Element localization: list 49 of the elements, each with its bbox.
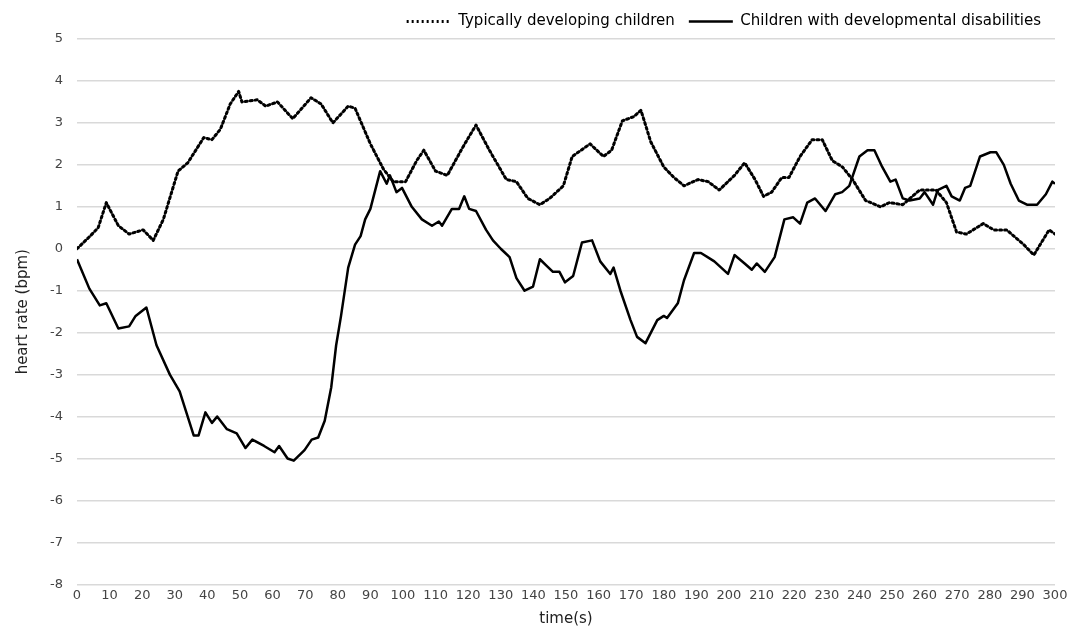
- x-tick-label: 260: [912, 586, 938, 602]
- y-tick-label: 1: [54, 198, 63, 214]
- x-tick-label: 10: [101, 586, 118, 602]
- y-tick-label: 2: [54, 156, 63, 172]
- y-axis-title: heart rate (bpm): [12, 249, 31, 375]
- x-tick-label: 30: [166, 586, 184, 602]
- y-tick-label: 5: [54, 30, 63, 46]
- x-tick-label: 70: [296, 586, 314, 602]
- x-axis-title: time(s): [539, 608, 593, 627]
- y-tick-label: -2: [49, 324, 63, 340]
- x-tick-label: 60: [264, 586, 281, 602]
- x-tick-label: 50: [231, 586, 249, 602]
- y-tick-label: 0: [54, 240, 63, 256]
- y-tick-label: -4: [49, 407, 63, 423]
- x-tick-label: 190: [683, 586, 709, 602]
- x-tick-label: 200: [716, 586, 742, 602]
- y-tick-label: -6: [49, 491, 63, 507]
- x-tick-label: 290: [1009, 586, 1035, 602]
- x-tick-label: 0: [72, 586, 82, 602]
- legend-label: Typically developing children: [457, 11, 675, 30]
- x-tick-label: 150: [553, 586, 579, 602]
- x-tick-label: 20: [133, 586, 151, 602]
- x-tick-label: 160: [586, 586, 611, 602]
- y-tick-label: -8: [49, 575, 63, 591]
- x-tick-label: 300: [1042, 586, 1068, 602]
- x-tick-label: 220: [781, 586, 807, 602]
- x-tick-label: 40: [199, 586, 216, 602]
- x-tick-label: 270: [944, 586, 970, 602]
- x-tick-label: 140: [520, 586, 546, 602]
- x-tick-label: 100: [390, 586, 416, 602]
- legend-label: Children with developmental disabilities: [740, 11, 1042, 30]
- x-tick-label: 170: [618, 586, 644, 602]
- x-tick-label: 250: [879, 586, 905, 602]
- x-tick-label: 210: [749, 586, 774, 602]
- x-tick-label: 230: [814, 586, 840, 602]
- x-tick-label: 240: [846, 586, 872, 602]
- x-tick-label: 130: [488, 586, 514, 602]
- y-tick-label: 3: [54, 114, 63, 130]
- x-tick-label: 120: [455, 586, 481, 602]
- x-tick-label: 90: [362, 586, 379, 602]
- x-tick-label: 180: [651, 586, 677, 602]
- y-tick-label: -5: [49, 449, 63, 465]
- y-tick-label: -3: [49, 366, 63, 382]
- x-tick-label: 80: [329, 586, 347, 602]
- x-tick-label: 110: [423, 586, 448, 602]
- y-tick-label: -7: [49, 533, 63, 549]
- x-tick-label: 280: [977, 586, 1003, 602]
- y-tick-label: 4: [54, 72, 63, 88]
- y-tick-label: -1: [49, 282, 63, 298]
